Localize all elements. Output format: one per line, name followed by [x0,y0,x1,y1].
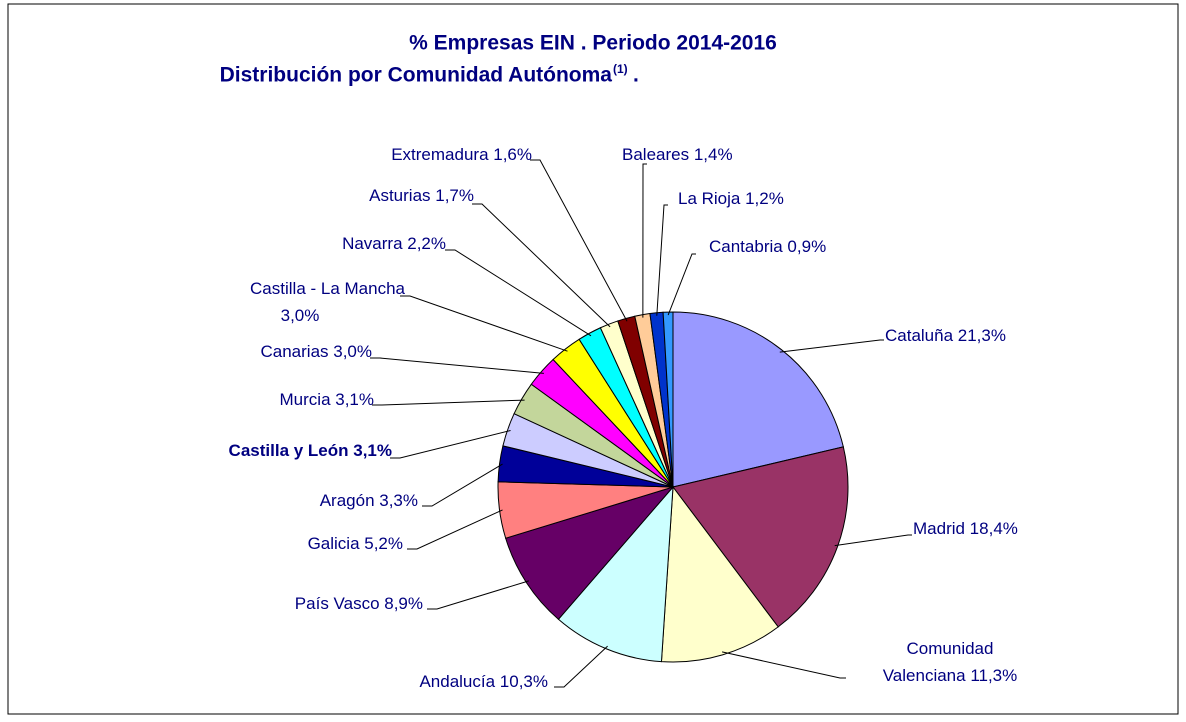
leader-line [530,159,628,322]
leader-line [400,295,568,352]
leader-line [554,645,608,688]
leader-line [372,399,525,406]
leader-line [667,253,696,316]
leader-line [721,651,846,679]
data-label: Castilla - La Mancha 3,0% [250,279,406,325]
data-label: Cataluña 21,3% [885,326,1006,345]
leader-line [422,463,503,507]
data-label-line: Castilla - La Mancha [250,279,406,298]
leader-line [642,163,647,318]
chart-title: Distribución por Comunidad Autónoma [220,64,613,87]
data-label-line: Cantabria 0,9% [709,237,826,256]
data-label-line: País Vasco 8,9% [295,594,423,613]
data-label: Andalucía 10,3% [419,672,548,691]
data-label: Murcia 3,1% [280,390,374,409]
pie-slice [672,446,849,628]
leader-line [390,429,511,459]
data-label: Cantabria 0,9% [709,237,826,256]
data-label-line: Madrid 18,4% [913,519,1018,538]
data-label-line: Asturias 1,7% [369,186,474,205]
data-label-line: Canarias 3,0% [260,342,372,361]
data-label: Extremadura 1,6% [391,145,532,164]
data-label-line: Extremadura 1,6% [391,145,532,164]
data-label-line: Galicia 5,2% [308,534,403,553]
data-label: La Rioja 1,2% [678,189,784,208]
title-suffix: . [633,64,639,87]
data-label-line: 3,0% [281,306,320,325]
data-label-line: Murcia 3,1% [280,390,374,409]
leader-line [834,534,912,547]
leader-line [779,339,884,353]
leader-line [427,580,529,610]
title-note: (1) [613,62,628,76]
leader-line [472,203,611,328]
data-label: Comunidad Valenciana 11,3% [883,639,1018,685]
data-label: Canarias 3,0% [260,342,372,361]
data-label-line: Navarra 2,2% [342,234,446,253]
pie-slice [505,486,675,620]
data-label: Aragón 3,3% [320,491,418,510]
data-label-line: Cataluña 21,3% [885,326,1006,345]
pie-slice [660,485,779,663]
leader-line [445,249,592,337]
data-label: Castilla y León 3,1% [229,441,392,460]
data-label-line: Castilla y León 3,1% [229,441,392,460]
leader-line [656,204,668,316]
data-label-line: Andalucía 10,3% [419,672,548,691]
data-label-line: Baleares 1,4% [622,145,733,164]
pie-slice [662,311,674,488]
data-label-line: La Rioja 1,2% [678,189,784,208]
data-label-line: Valenciana 11,3% [883,666,1018,685]
data-label: Baleares 1,4% [622,145,733,164]
data-label-line: Aragón 3,3% [320,491,418,510]
data-label-line: Comunidad [907,639,994,658]
chart-title: % Empresas EIN . Periodo 2014-2016 [409,32,777,55]
data-label: Navarra 2,2% [342,234,446,253]
pie-slice [672,311,844,488]
data-label: País Vasco 8,9% [295,594,423,613]
leader-line [370,357,544,374]
leader-line [407,509,503,550]
pie-slice [557,485,674,663]
data-label: Madrid 18,4% [913,519,1018,538]
data-label: Galicia 5,2% [308,534,403,553]
chart-frame [7,3,1179,715]
data-label: Asturias 1,7% [369,186,474,205]
